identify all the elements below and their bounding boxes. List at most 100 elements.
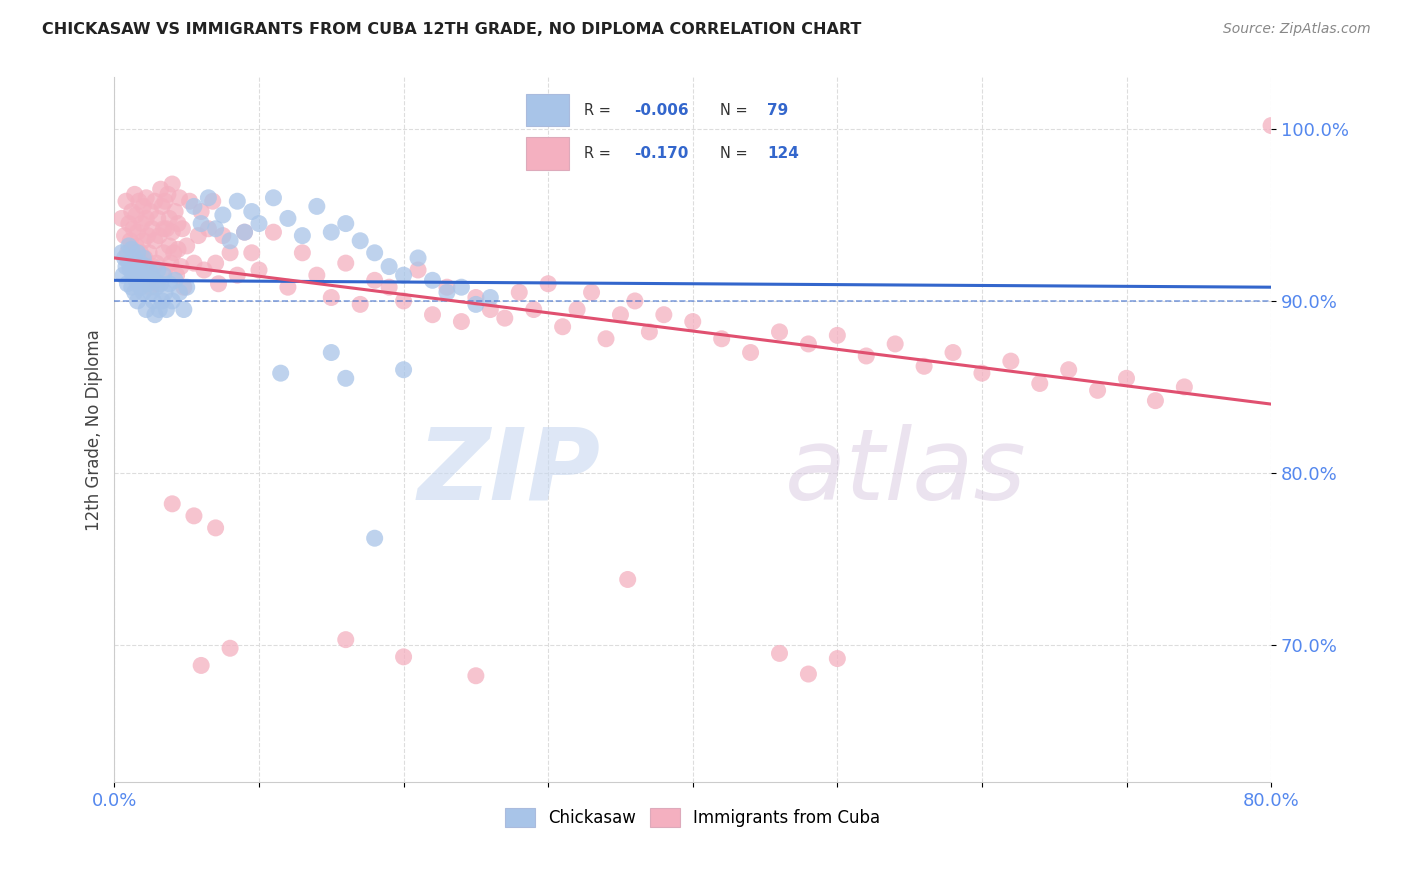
Point xyxy=(1087,384,1109,398)
Point xyxy=(197,191,219,205)
Point xyxy=(204,221,226,235)
Point xyxy=(112,268,135,282)
Point xyxy=(392,649,415,664)
Point xyxy=(117,245,139,260)
Point xyxy=(464,669,486,683)
Text: R =: R = xyxy=(585,103,616,118)
Point xyxy=(262,191,284,205)
Point xyxy=(422,308,444,322)
Point xyxy=(187,228,209,243)
Point xyxy=(551,319,574,334)
Point xyxy=(125,239,148,253)
Point xyxy=(204,256,226,270)
Point xyxy=(141,221,163,235)
Point xyxy=(136,277,159,291)
Text: CHICKASAW VS IMMIGRANTS FROM CUBA 12TH GRADE, NO DIPLOMA CORRELATION CHART: CHICKASAW VS IMMIGRANTS FROM CUBA 12TH G… xyxy=(42,22,862,37)
Point xyxy=(132,251,155,265)
Point xyxy=(537,277,560,291)
Point xyxy=(118,217,141,231)
FancyBboxPatch shape xyxy=(526,94,569,127)
Point xyxy=(277,280,299,294)
Point xyxy=(176,239,198,253)
Point xyxy=(162,293,184,308)
Point xyxy=(129,245,152,260)
Point xyxy=(135,211,157,226)
Point xyxy=(127,293,149,308)
Point xyxy=(162,177,184,191)
Point xyxy=(162,497,184,511)
Point xyxy=(291,228,314,243)
Point xyxy=(768,647,790,661)
Point xyxy=(162,225,184,239)
Point xyxy=(450,315,472,329)
Point xyxy=(226,194,249,209)
Point xyxy=(179,194,201,209)
Point xyxy=(135,260,157,274)
Point xyxy=(120,263,142,277)
Point xyxy=(114,251,136,265)
Point xyxy=(595,332,617,346)
Point xyxy=(392,362,415,376)
Point xyxy=(797,667,820,681)
Point xyxy=(143,308,166,322)
Point xyxy=(159,256,181,270)
Point xyxy=(508,285,530,300)
Point xyxy=(211,208,233,222)
Point xyxy=(406,251,429,265)
Point xyxy=(145,280,167,294)
Point xyxy=(270,366,292,380)
Point xyxy=(1260,119,1282,133)
Point xyxy=(150,293,173,308)
Point xyxy=(827,651,849,665)
Point xyxy=(884,337,907,351)
Point xyxy=(132,285,155,300)
Point xyxy=(240,204,263,219)
Point xyxy=(233,225,256,239)
Point xyxy=(172,221,194,235)
Point xyxy=(942,345,965,359)
Point xyxy=(624,293,647,308)
Point xyxy=(138,245,160,260)
Point xyxy=(146,263,169,277)
Point xyxy=(363,273,385,287)
Point xyxy=(970,366,993,380)
Point xyxy=(128,194,150,209)
Point xyxy=(204,521,226,535)
Point xyxy=(134,273,156,287)
Point xyxy=(247,217,270,231)
Point xyxy=(124,187,146,202)
Text: ZIP: ZIP xyxy=(418,424,600,521)
Point xyxy=(682,315,704,329)
Point xyxy=(363,245,385,260)
Point xyxy=(167,217,190,231)
Point xyxy=(450,280,472,294)
Point xyxy=(134,251,156,265)
Point xyxy=(912,359,935,374)
Point xyxy=(335,256,357,270)
Point xyxy=(166,268,188,282)
Point xyxy=(153,285,176,300)
Point xyxy=(173,302,195,317)
Point xyxy=(125,273,148,287)
Point xyxy=(157,239,180,253)
Point xyxy=(436,285,458,300)
Point xyxy=(797,337,820,351)
Point xyxy=(219,641,242,656)
Point xyxy=(422,273,444,287)
Point xyxy=(1144,393,1167,408)
Point xyxy=(152,268,174,282)
Point xyxy=(152,221,174,235)
Point xyxy=(219,234,242,248)
Point xyxy=(141,268,163,282)
Point xyxy=(211,228,233,243)
Point xyxy=(233,225,256,239)
Point xyxy=(142,293,165,308)
Point xyxy=(335,632,357,647)
Point xyxy=(148,228,170,243)
Text: Source: ZipAtlas.com: Source: ZipAtlas.com xyxy=(1223,22,1371,37)
Point xyxy=(190,217,212,231)
Point xyxy=(1029,376,1052,391)
Point xyxy=(165,204,187,219)
Point xyxy=(146,211,169,226)
Point xyxy=(135,302,157,317)
